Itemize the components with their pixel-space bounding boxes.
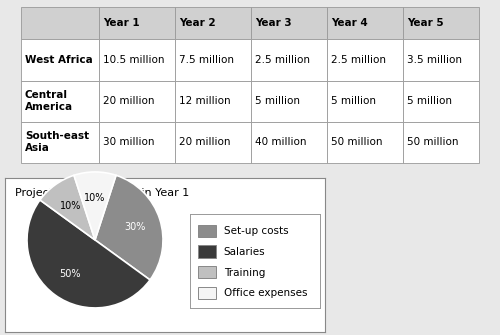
Wedge shape bbox=[27, 200, 150, 308]
Text: Office expenses: Office expenses bbox=[224, 288, 308, 298]
Text: 10%: 10% bbox=[60, 201, 81, 211]
Text: 30%: 30% bbox=[124, 222, 146, 232]
Bar bbox=[198, 266, 216, 278]
Wedge shape bbox=[95, 175, 163, 280]
Text: Projected expenditure in Year 1: Projected expenditure in Year 1 bbox=[14, 188, 189, 198]
Text: Salaries: Salaries bbox=[224, 247, 266, 257]
Bar bbox=[198, 245, 216, 258]
Wedge shape bbox=[74, 172, 116, 240]
Text: Set-up costs: Set-up costs bbox=[224, 226, 288, 236]
Text: 50%: 50% bbox=[60, 269, 81, 279]
Bar bbox=[198, 225, 216, 237]
Bar bbox=[198, 287, 216, 299]
Text: 10%: 10% bbox=[84, 193, 105, 203]
Text: Training: Training bbox=[224, 268, 265, 278]
Wedge shape bbox=[40, 175, 95, 240]
